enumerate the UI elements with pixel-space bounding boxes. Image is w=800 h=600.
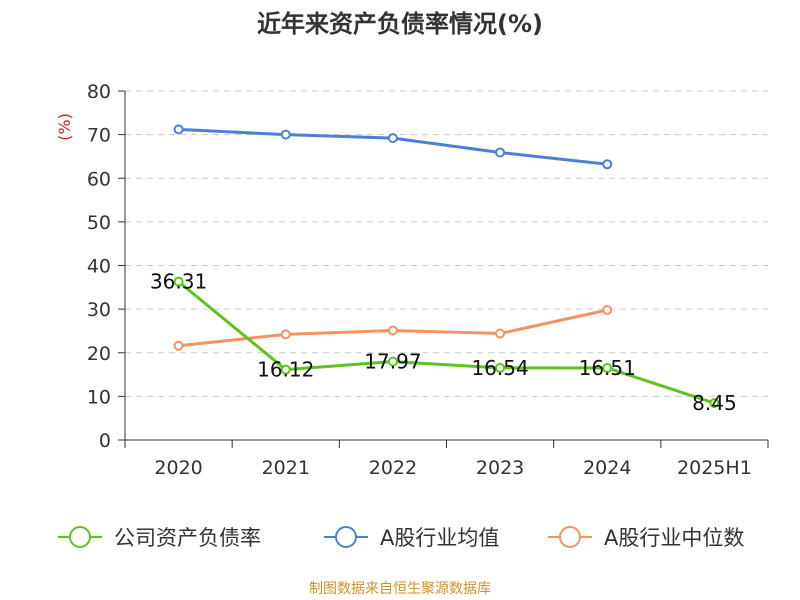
x-tick-label: 2025H1 <box>677 457 752 479</box>
data-point <box>602 362 613 373</box>
legend-item[interactable]: A股行业中位数 <box>548 526 744 550</box>
x-tick-label: 2024 <box>583 457 631 479</box>
y-tick-label: 30 <box>87 299 111 321</box>
data-labels: 36.31 16.12 17.97 16.54 16.51 8.45 <box>150 270 737 416</box>
x-tick-label: 2020 <box>154 457 202 479</box>
legend-label: 公司资产负债率 <box>114 526 261 550</box>
legend-item[interactable]: A股行业均值 <box>324 526 499 550</box>
x-tick-label: 2022 <box>369 457 417 479</box>
y-tick-label: 70 <box>87 125 111 147</box>
legend-label: A股行业中位数 <box>604 526 744 550</box>
data-point <box>387 356 398 367</box>
data-point <box>602 304 613 315</box>
series <box>173 124 720 409</box>
data-point <box>173 124 184 135</box>
y-tick-label: 20 <box>87 343 111 365</box>
data-point <box>173 276 184 287</box>
y-tick-label: 60 <box>87 168 111 190</box>
data-point <box>280 364 291 375</box>
legend-label: A股行业均值 <box>380 526 499 550</box>
legend-marker <box>69 526 91 548</box>
chart-title: 近年来资产负债率情况(%) <box>257 10 543 38</box>
x-tick-label: 2021 <box>262 457 310 479</box>
grid-lines <box>125 90 768 397</box>
data-point <box>495 328 506 339</box>
data-label: 36.31 <box>150 270 207 294</box>
data-point <box>280 129 291 140</box>
y-tick-label: 0 <box>99 430 111 452</box>
data-point <box>709 398 720 409</box>
y-axis-label: (%) <box>55 113 74 141</box>
data-point <box>495 362 506 373</box>
y-tick-label: 80 <box>87 81 111 103</box>
data-point <box>602 159 613 170</box>
data-label: 16.12 <box>257 358 314 382</box>
data-point <box>280 329 291 340</box>
series-line <box>177 280 715 405</box>
y-tick-label: 50 <box>87 212 111 234</box>
legend-marker <box>559 526 581 548</box>
data-label: 16.51 <box>579 356 636 380</box>
data-point <box>495 147 506 158</box>
data-label: 17.97 <box>364 350 421 374</box>
axes: 0 10 20 30 40 50 60 70 80 2020 2021 2022 2023 2024 202… <box>87 81 769 479</box>
y-tick-label: 40 <box>87 256 111 278</box>
data-label: 16.54 <box>471 356 528 380</box>
x-tick-label: 2023 <box>476 457 524 479</box>
legend-marker <box>335 526 357 548</box>
source-note: 制图数据来自恒生聚源数据库 <box>309 581 491 597</box>
data-point <box>173 340 184 351</box>
data-point <box>387 325 398 336</box>
data-point <box>387 133 398 144</box>
y-tick-label: 10 <box>87 386 111 408</box>
data-label: 8.45 <box>692 391 737 415</box>
legend-item[interactable]: 公司资产负债率 <box>58 526 261 550</box>
legend[interactable]: 公司资产负债率 A股行业均值 A股行业中位数 <box>58 526 744 550</box>
